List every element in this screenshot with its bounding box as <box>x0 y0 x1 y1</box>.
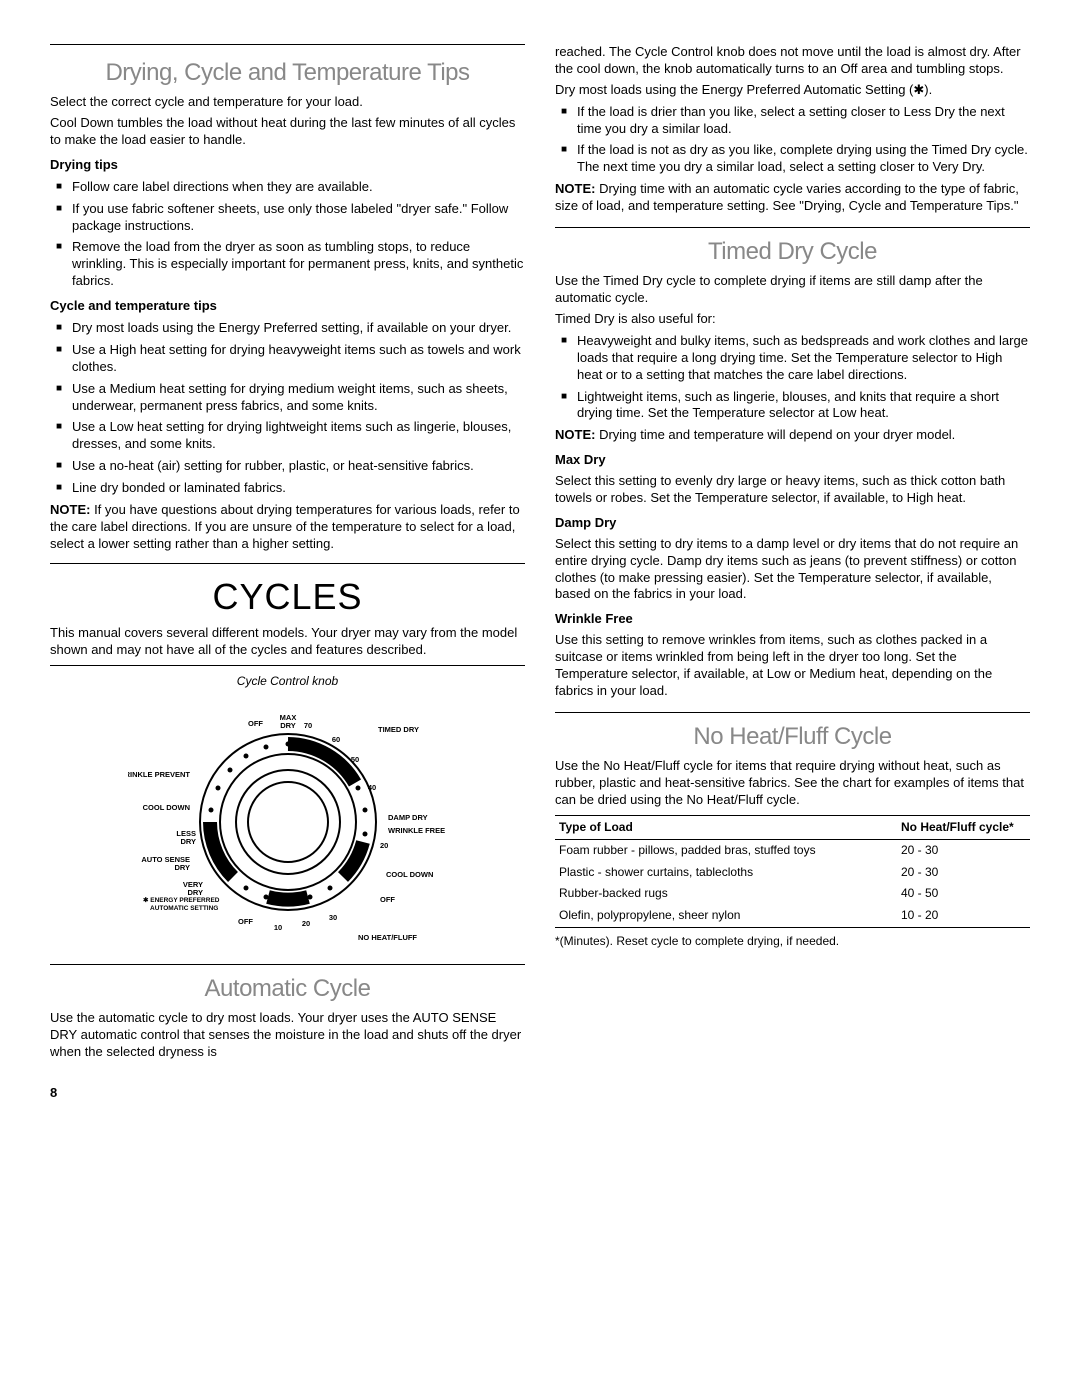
p-auto: Use the automatic cycle to dry most load… <box>50 1010 525 1061</box>
p-select: Select the correct cycle and temperature… <box>50 94 525 111</box>
list-item: If the load is drier than you like, sele… <box>555 104 1030 138</box>
heading-cycles: Cycles <box>50 574 525 621</box>
p-cooldown: Cool Down tumbles the load without heat … <box>50 115 525 149</box>
table-noheat: Type of Load No Heat/Fluff cycle* Foam r… <box>555 815 1030 928</box>
table-footnote: *(Minutes). Reset cycle to complete dryi… <box>555 934 1030 950</box>
dial-caption: Cycle Control knob <box>50 674 525 690</box>
list-item: Remove the load from the dryer as soon a… <box>50 239 525 290</box>
table-header: No Heat/Fluff cycle* <box>897 815 1030 840</box>
svg-text:TIMED DRY: TIMED DRY <box>378 725 419 734</box>
svg-text:30: 30 <box>328 913 336 922</box>
p-timed2: Timed Dry is also useful for: <box>555 311 1030 328</box>
svg-text:NO HEAT/FLUFF: NO HEAT/FLUFF <box>358 933 417 942</box>
svg-text:✱: ✱ <box>208 841 218 855</box>
list-item: If you use fabric softener sheets, use o… <box>50 201 525 235</box>
svg-text:DRY: DRY <box>174 863 190 872</box>
svg-text:70: 70 <box>303 721 311 730</box>
svg-text:COOL DOWN: COOL DOWN <box>386 870 433 879</box>
p-noheat: Use the No Heat/Fluff cycle for items th… <box>555 758 1030 809</box>
svg-text:50: 50 <box>350 755 358 764</box>
list-item: Use a High heat setting for drying heavy… <box>50 342 525 376</box>
h3-damp: Damp Dry <box>555 515 1030 532</box>
list-drying-tips: Follow care label directions when they a… <box>50 179 525 290</box>
svg-text:OFF: OFF <box>380 895 395 904</box>
svg-text:40: 40 <box>367 783 375 792</box>
svg-text:OFF: OFF <box>238 917 253 926</box>
list-cycle-tips: Dry most loads using the Energy Preferre… <box>50 320 525 497</box>
table-row: Olefin, polypropylene, sheer nylon10 - 2… <box>555 905 1030 927</box>
h3-cycle-tips: Cycle and temperature tips <box>50 298 525 315</box>
list-item: Use a no-heat (air) setting for rubber, … <box>50 458 525 475</box>
svg-text:20: 20 <box>301 919 309 928</box>
note-timed: NOTE: Drying time and temperature will d… <box>555 427 1030 444</box>
list-item: Follow care label directions when they a… <box>50 179 525 196</box>
svg-text:10: 10 <box>273 923 281 932</box>
list-item: If the load is not as dry as you like, c… <box>555 142 1030 176</box>
heading-noheat: No Heat/Fluff Cycle <box>555 712 1030 752</box>
h3-wrinkle: Wrinkle Free <box>555 611 1030 628</box>
note-auto: NOTE: Drying time with an automatic cycl… <box>555 181 1030 215</box>
cycle-control-dial: ✱ OFF MAX DRY 70 60 TIMED DRY 50 40 DAMP… <box>128 692 448 952</box>
table-header: Type of Load <box>555 815 897 840</box>
table-row: Plastic - shower curtains, tablecloths20… <box>555 862 1030 884</box>
h3-max: Max Dry <box>555 452 1030 469</box>
svg-text:✱ ENERGY PREFERRED: ✱ ENERGY PREFERRED <box>143 896 220 904</box>
list-item: Dry most loads using the Energy Preferre… <box>50 320 525 337</box>
svg-text:WRINKLE PREVENT: WRINKLE PREVENT <box>128 770 190 779</box>
dial-figure: Cycle Control knob <box>50 665 525 952</box>
table-row: Foam rubber - pillows, padded bras, stuf… <box>555 840 1030 862</box>
p-auto-cont: reached. The Cycle Control knob does not… <box>555 44 1030 78</box>
p-timed1: Use the Timed Dry cycle to complete dryi… <box>555 273 1030 307</box>
svg-text:60: 60 <box>331 735 339 744</box>
p-energy: Dry most loads using the Energy Preferre… <box>555 82 1030 99</box>
svg-text:DAMP DRY: DAMP DRY <box>388 813 428 822</box>
list-item: Use a Medium heat setting for drying med… <box>50 381 525 415</box>
list-item: Use a Low heat setting for drying lightw… <box>50 419 525 453</box>
p-wrinkle: Use this setting to remove wrinkles from… <box>555 632 1030 700</box>
svg-text:20: 20 <box>380 841 388 850</box>
table-row: Rubber-backed rugs40 - 50 <box>555 883 1030 905</box>
p-max: Select this setting to evenly dry large … <box>555 473 1030 507</box>
svg-text:COOL DOWN: COOL DOWN <box>142 803 189 812</box>
heading-tips: Drying, Cycle and Temperature Tips <box>50 57 525 88</box>
note-tips: NOTE: If you have questions about drying… <box>50 502 525 553</box>
list-item: Lightweight items, such as lingerie, blo… <box>555 389 1030 423</box>
page-number: 8 <box>50 1085 1030 1102</box>
list-item: Line dry bonded or laminated fabrics. <box>50 480 525 497</box>
heading-timed: Timed Dry Cycle <box>555 227 1030 267</box>
svg-text:DRY: DRY <box>180 837 196 846</box>
p-damp: Select this setting to dry items to a da… <box>555 536 1030 604</box>
svg-text:DRY: DRY <box>280 721 296 730</box>
heading-automatic: Automatic Cycle <box>50 964 525 1004</box>
list-timed: Heavyweight and bulky items, such as bed… <box>555 333 1030 422</box>
svg-text:WRINKLE FREE: WRINKLE FREE <box>388 826 445 835</box>
h3-drying-tips: Drying tips <box>50 157 525 174</box>
svg-text:AUTOMATIC SETTING: AUTOMATIC SETTING <box>150 905 218 912</box>
list-item: Heavyweight and bulky items, such as bed… <box>555 333 1030 384</box>
list-auto: If the load is drier than you like, sele… <box>555 104 1030 177</box>
svg-text:DRY: DRY <box>187 888 203 897</box>
svg-text:OFF: OFF <box>248 719 263 728</box>
p-cycles: This manual covers several different mod… <box>50 625 525 659</box>
